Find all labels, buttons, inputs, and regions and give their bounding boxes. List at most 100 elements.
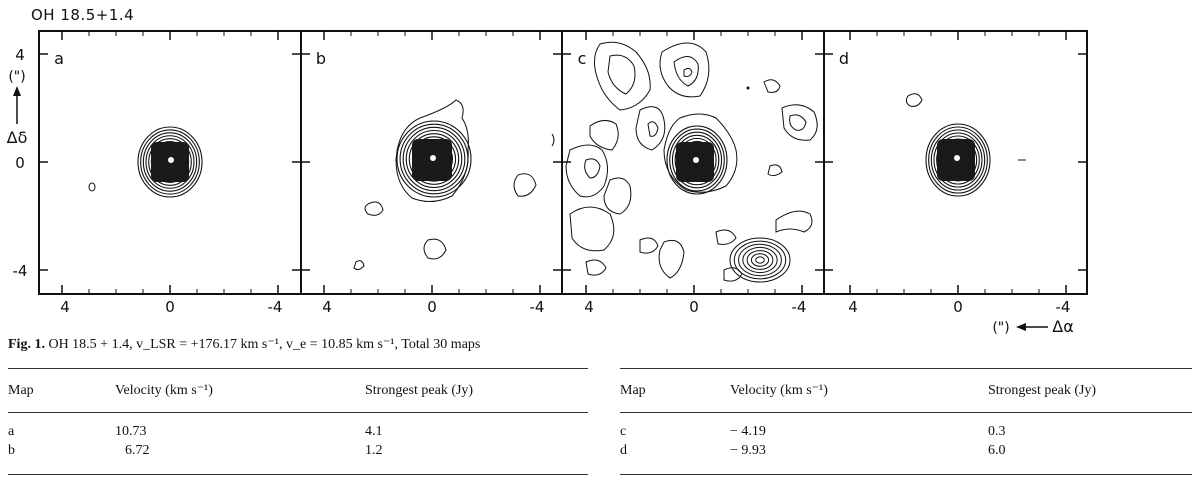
contour-line [674,134,720,186]
cell-velocity: − 9.93 [730,443,988,475]
contour-line [683,67,693,77]
ra-axis-unit: (") [992,320,1009,335]
contour-line [930,129,986,191]
contour-line [928,126,988,194]
contour-line [781,104,818,141]
panel-label: b [316,49,326,68]
y-tick-label: 4 [15,46,25,64]
contour-line [551,133,555,147]
x-tick-label: 0 [165,298,175,316]
contour-line [603,177,632,215]
contour-line [666,125,728,195]
contour-maps-figure: a 4 0 -4 b 4 0 -4 c 4 0 -4 d 4 0 -4 4 0 -4 (") Δδ (") Δα [7,30,1088,335]
x-tick-label: 0 [427,298,437,316]
contour-line [607,54,636,95]
table-row: a 10.73 4.1 [8,413,588,444]
contour-line [396,120,472,198]
cell-velocity: − 4.19 [730,424,766,439]
contour-line [755,256,765,264]
dec-arrowhead-icon [13,86,21,96]
contour-line [565,144,608,198]
cell-velocity: 10.73 [115,424,147,439]
dec-axis-label: Δδ [7,128,28,147]
contour-line [142,132,198,192]
contour-line [733,240,787,280]
table-row: d − 9.93 6.0 [620,443,1192,475]
header-map: Map [8,368,115,413]
cell-map: d [620,443,730,475]
contour-line [148,138,192,186]
caption-text: OH 18.5 + 1.4, v_LSR = +176.17 km s⁻¹, v… [48,337,481,352]
caption-prefix: Fig. 1. [8,337,45,352]
ra-axis-label: Δα [1052,317,1074,335]
contour-line [789,114,807,131]
contour-line [140,129,200,195]
x-tick-label: 4 [584,298,594,316]
contour-line [669,128,725,192]
x-tick-label: 0 [689,298,699,316]
contour-line [423,238,447,260]
contour-line [402,126,466,192]
contour-line [925,123,991,197]
contour-line [569,206,615,252]
contour-line [746,250,774,270]
contour-line [585,259,607,276]
contour-line [88,182,96,192]
contour-line [715,229,737,245]
table-header-row: Map Velocity (km s⁻¹) Strongest peak (Jy… [620,368,1192,413]
ra-arrowhead-icon [1016,323,1026,331]
contour-line [742,246,778,274]
panel-label: a [54,49,64,68]
contour-line [723,267,743,282]
cell-peak: 6.0 [988,443,1192,475]
cell-map: c [620,424,627,439]
contour-line [639,237,659,254]
contour-line [775,210,813,233]
x-tick-label: 4 [322,298,332,316]
figure-source-label: OH 18.5+1.4 [31,6,135,24]
x-tick-label: -4 [530,298,545,316]
contour-line [647,121,659,137]
x-tick-label: -4 [792,298,807,316]
dec-axis-unit: (") [8,69,25,85]
x-tick-label: 4 [60,298,70,316]
velocity-table-right: Map Velocity (km s⁻¹) Strongest peak (Jy… [620,368,1192,475]
contour-line [673,56,699,87]
contour-core-highlight [954,155,960,161]
contour-line [353,260,365,271]
contour-core-highlight [430,155,436,161]
header-map: Map [620,368,730,413]
contour-line [659,42,710,98]
contour-line [936,135,980,185]
y-tick-label: 0 [15,154,25,172]
cell-map: b [8,443,115,475]
contour-line [671,131,723,189]
contour-line [750,253,770,267]
panel-label: c [578,49,587,68]
x-tick-label: 4 [848,298,858,316]
table-header-row: Map Velocity (km s⁻¹) Strongest peak (Jy… [8,368,588,413]
x-tick-label: 0 [953,298,963,316]
contour-line [763,79,781,93]
contour-line [408,133,460,185]
x-tick-label: -4 [1056,298,1071,316]
figure-caption: Fig. 1. OH 18.5 + 1.4, v_LSR = +176.17 k… [8,336,480,353]
contour-line [364,201,384,216]
velocity-table-left: Map Velocity (km s⁻¹) Strongest peak (Jy… [8,368,588,475]
contour-core-highlight [693,157,699,163]
contour-line [594,41,651,111]
cell-peak: 4.1 [365,424,383,439]
contour-line [137,126,203,198]
header-velocity: Velocity (km s⁻¹) [730,368,988,413]
contour-line [933,132,983,188]
header-peak: Strongest peak (Jy) [365,368,588,413]
contour-line [405,129,463,189]
contour-line [738,243,782,277]
table-row: c − 4.19 0.3 [620,413,1192,444]
panel-label: d [839,49,849,68]
contour-core-highlight [168,157,174,163]
contour-line [663,113,738,193]
cell-peak: 0.3 [988,424,1006,439]
contour-line [584,158,601,179]
contour-line [145,135,195,189]
